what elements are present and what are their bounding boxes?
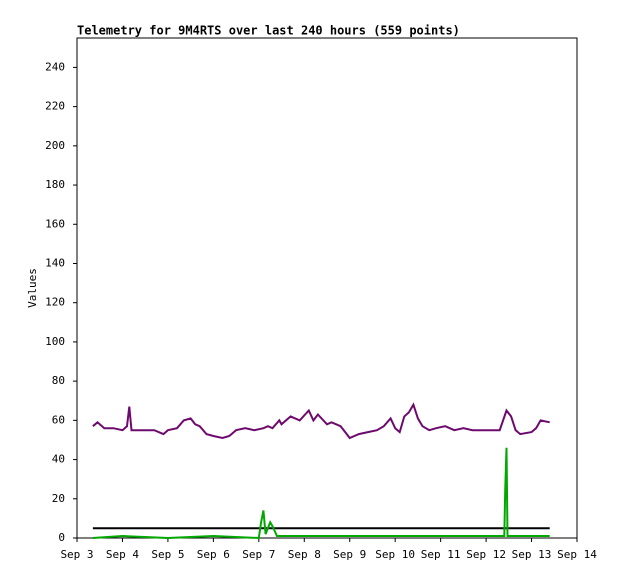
x-tick-label: Sep 8 [288,548,321,561]
x-tick-label: Sep 9 [333,548,366,561]
series-line [92,402,550,440]
plot-frame [76,37,578,539]
y-tick-label: 160 [45,217,65,230]
y-tick-label: 100 [45,335,65,348]
x-tick-label: Sep 6 [197,548,230,561]
y-tick-label: 20 [52,492,65,505]
y-tick-label: 40 [52,453,65,466]
y-tick-label: 60 [52,413,65,426]
y-tick-label: 240 [45,60,65,73]
x-tick-label: Sep 5 [151,548,184,561]
x-tick-label: Sep 3 [60,548,93,561]
y-tick-label: 220 [45,100,65,113]
x-tick-label: Sep 14 [557,548,597,561]
x-tick-label: Sep 10 [375,548,415,561]
y-tick-label: 200 [45,139,65,152]
y-tick-label: 0 [58,531,65,544]
y-axis-label: Values [26,268,39,308]
x-tick-label: Sep 4 [106,548,139,561]
x-tick-label: Sep 11 [421,548,461,561]
x-tick-label: Sep 7 [242,548,275,561]
y-tick-label: 80 [52,374,65,387]
y-tick-label: 140 [45,256,65,269]
series-line [92,447,550,540]
x-tick-label: Sep 13 [512,548,552,561]
x-tick-label: Sep 12 [466,548,506,561]
y-tick-label: 180 [45,178,65,191]
chart-title: Telemetry for 9M4RTS over last 240 hours… [77,24,460,38]
y-tick-label: 120 [45,296,65,309]
